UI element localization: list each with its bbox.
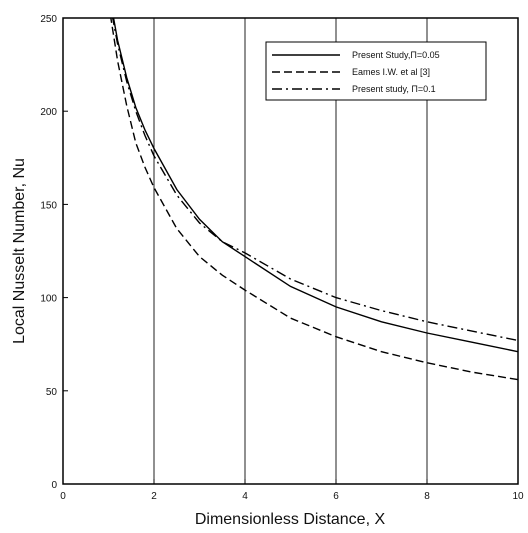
x-tick-label: 4 [242, 491, 248, 502]
y-tick-label: 250 [40, 14, 57, 25]
x-tick-label: 6 [333, 491, 339, 502]
series-line-dashed [110, 18, 518, 381]
y-tick-label: 150 [40, 200, 57, 211]
legend-box [265, 41, 487, 101]
x-tick-label: 8 [424, 491, 430, 502]
x-tick-label: 10 [512, 491, 524, 502]
legend-label: Present study, Π=0.1 [352, 84, 436, 94]
y-tick-label: 200 [40, 107, 57, 118]
plot-frame [62, 17, 519, 485]
x-tick-label: 0 [60, 491, 66, 502]
series-line-solid [112, 18, 518, 353]
y-tick-label: 50 [46, 387, 58, 398]
legend-label: Present Study,Π=0.05 [352, 50, 440, 60]
x-axis-title: Dimensionless Distance, X [195, 511, 386, 528]
x-tick-label: 2 [151, 491, 157, 502]
series-lines [110, 18, 518, 381]
y-tick-label: 0 [51, 480, 57, 491]
legend-label: Eames I.W. et al [3] [352, 67, 430, 77]
y-tick-label: 100 [40, 294, 57, 305]
y-axis-title: Local Nusselt Number, Nu [11, 158, 28, 344]
legend: Present Study,Π=0.05 Eames I.W. et al [3]… [265, 41, 487, 101]
series-line-dashdot [111, 18, 518, 342]
